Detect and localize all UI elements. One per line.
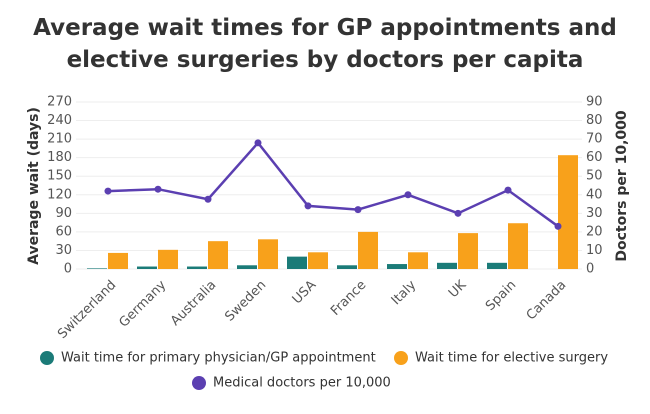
line-point [404,191,412,199]
y2-tick-label: 0 [586,262,594,277]
y2-tick-label: 60 [586,150,603,165]
bar [208,241,228,269]
line-point [154,185,162,193]
bar [287,256,307,269]
y2-tick-label: 70 [586,132,603,147]
bar [487,262,507,269]
y-tick-label: 210 [47,132,72,147]
y-tick-label: 0 [64,262,72,277]
x-tick-label: USA [290,278,320,308]
y-tick-label: 120 [47,187,72,202]
bar [558,155,578,269]
x-tick-label: Italy [389,277,420,308]
x-tick-label: UK [446,277,470,301]
bar [158,249,178,269]
y-tick-label: 240 [47,113,72,128]
y2-tick-label: 30 [586,206,603,221]
y-tick-label: 270 [47,95,72,110]
line-point [504,186,512,194]
legend-swatch [394,351,408,365]
line-point [454,209,462,217]
y-tick-label: 90 [55,206,72,221]
bar [308,252,328,269]
legend-label: Wait time for elective surgery [415,351,608,366]
y2-axis-title: Doctors per 10,000 [614,110,630,262]
bar [187,266,207,269]
x-tick-label: France [328,278,369,319]
line-point [254,139,262,147]
bar [87,268,107,269]
y-tick-label: 150 [47,169,72,184]
y2-tick-label: 40 [586,187,603,202]
bar [387,264,407,269]
y2-tick-label: 10 [586,243,603,258]
legend-label: Wait time for primary physician/GP appoi… [61,351,376,366]
bar [258,239,278,269]
x-tick-label: Australia [168,278,219,329]
bar [508,223,528,269]
bar [237,265,257,269]
y2-tick-label: 20 [586,224,603,239]
legend-swatch [40,351,54,365]
y2-tick-label: 50 [586,169,603,184]
y-tick-label: 60 [55,224,72,239]
x-tick-label: Sweden [222,278,269,325]
bar [408,252,428,269]
chart-title: Average wait times for GP appointments a… [33,15,617,73]
line-point [104,187,112,195]
x-tick-label: Canada [524,278,570,324]
y2-tick-label: 90 [586,95,603,110]
y-tick-label: 180 [47,150,72,165]
y2-tick-label: 80 [586,113,603,128]
line-point [354,206,362,214]
bar [137,266,157,269]
bar [337,265,357,269]
bar [358,231,378,269]
line-point [304,202,312,210]
line [107,140,559,228]
line-point [204,195,212,203]
y-axis-title: Average wait (days) [26,107,42,265]
legend-label: Medical doctors per 10,000 [213,376,391,391]
bar [437,262,457,269]
legend-swatch [192,376,206,390]
bar [458,233,478,269]
bar [108,252,128,269]
y-tick-label: 30 [55,243,72,258]
line-point [554,222,562,230]
x-tick-label: Spain [483,278,519,314]
x-tick-label: Germany [116,277,169,330]
x-tick-label: Switzerland [55,278,119,342]
